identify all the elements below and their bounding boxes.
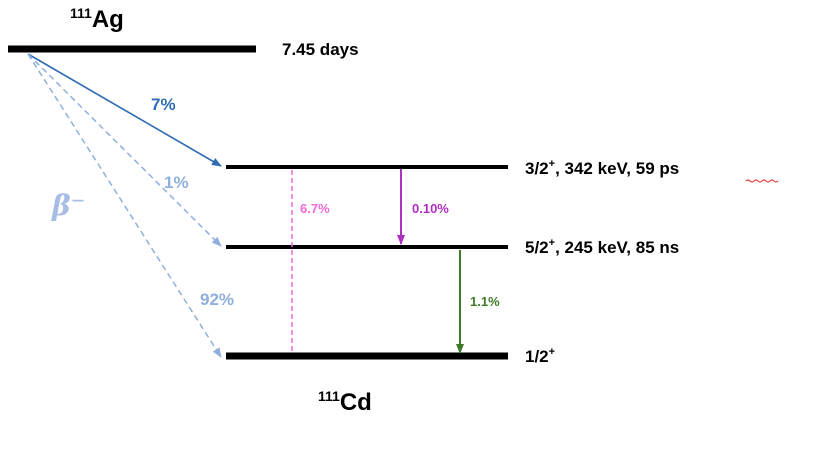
- daughter-nuclide-label: 111Cd: [318, 388, 372, 416]
- level-342-parity: +: [549, 158, 555, 170]
- beta-branch-1-label: 1%: [164, 173, 189, 192]
- gamma-6-7-label: 6.7%: [300, 201, 330, 216]
- parent-element-symbol: Ag: [92, 6, 124, 33]
- level-342-details: , 342 keV, 59: [555, 159, 659, 178]
- level-245-spin: 5/2: [525, 238, 549, 257]
- level-342-spin: 3/2: [525, 159, 549, 178]
- level-342-halflife-unit: ps: [659, 159, 679, 178]
- daughter-element-symbol: Cd: [340, 389, 372, 416]
- ground-level-label: 1/2+: [525, 346, 555, 366]
- ground-parity: +: [549, 346, 555, 358]
- beta-branch-7-label: 7%: [151, 95, 176, 114]
- parent-half-life: 7.45 days: [282, 40, 359, 59]
- gamma-1-1-label: 1.1%: [470, 294, 500, 309]
- level-245-keV-label: 5/2+, 245 keV, 85 ns: [525, 237, 679, 257]
- level-342-keV-label: 3/2+, 342 keV, 59 ps: [525, 158, 679, 178]
- beta-branch-1-arrow: [27, 53, 222, 247]
- level-245-details: , 245 keV, 85 ns: [555, 238, 679, 257]
- beta-branch-92-label: 92%: [200, 290, 234, 309]
- parent-nuclide-label: 111Ag: [70, 5, 124, 33]
- gamma-0-10-label: 0.10%: [412, 201, 449, 216]
- beta-minus-symbol: β⁻: [51, 189, 85, 222]
- spellcheck-underline: [745, 179, 779, 183]
- beta-branch-7-arrow: [27, 53, 222, 167]
- ground-spin: 1/2: [525, 347, 549, 366]
- daughter-mass-number: 111: [318, 388, 340, 404]
- level-245-parity: +: [549, 237, 555, 249]
- parent-mass-number: 111: [70, 5, 92, 21]
